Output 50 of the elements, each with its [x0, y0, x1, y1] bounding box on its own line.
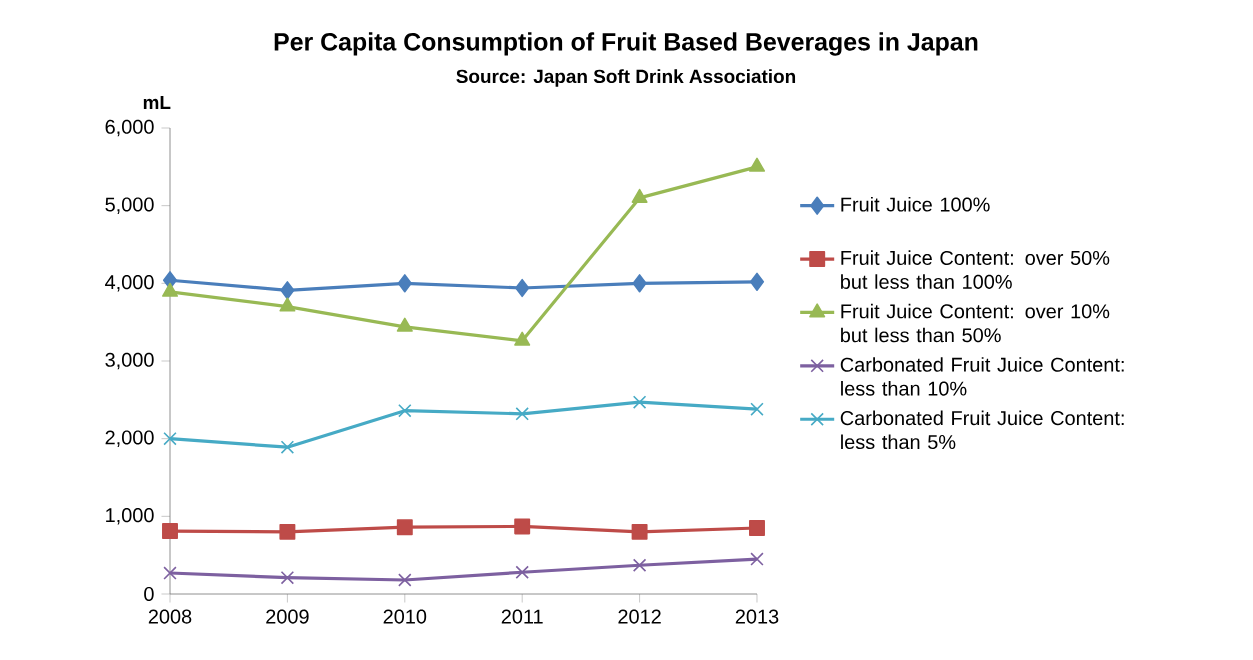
- y-tick-label: 0: [144, 586, 154, 602]
- point: [163, 566, 177, 580]
- point: [396, 519, 413, 536]
- chart-subtitle: Source: Japan Soft Drink Association: [456, 69, 796, 87]
- point: [749, 520, 765, 536]
- y-tick-label: 4,000: [105, 275, 154, 292]
- point: [514, 331, 531, 346]
- x-tick-label: 2013: [735, 609, 779, 624]
- point: [398, 573, 412, 587]
- point: [398, 403, 412, 418]
- point: [632, 274, 647, 293]
- point: [750, 552, 764, 566]
- legend-label: Fruit Juice Content: over 50% but less than 100%: [841, 250, 1110, 289]
- point: [280, 281, 295, 300]
- point: [163, 431, 177, 446]
- legend-label: Carbonated Fruit Juice Content: less than 5%: [840, 410, 1124, 450]
- point: [631, 188, 648, 203]
- x-tick-label: 2010: [383, 609, 427, 624]
- point: [749, 272, 765, 291]
- point: [515, 278, 530, 298]
- y-tick-label: 1,000: [106, 508, 154, 525]
- point: [162, 523, 178, 540]
- point: [280, 440, 295, 454]
- point: [279, 297, 296, 312]
- point: [396, 317, 413, 332]
- x-tick-label: 2012: [618, 609, 661, 624]
- point: [632, 558, 647, 572]
- chart-title: Per Capita Consumption of Fruit Based Beverages in Japan: [274, 32, 978, 56]
- y-axis-title: mL: [143, 95, 171, 109]
- point: [280, 570, 295, 585]
- point: [631, 523, 648, 540]
- point: [279, 523, 296, 540]
- legend-label: Fruit Juice 100%: [841, 196, 990, 212]
- y-tick-label: 2,000: [105, 430, 154, 447]
- point: [632, 395, 647, 409]
- point: [161, 282, 179, 297]
- y-tick-label: 5,000: [105, 197, 154, 214]
- y-tick-label: 3,000: [105, 352, 154, 370]
- point: [515, 565, 529, 579]
- y-tick-label: 6,000: [105, 119, 154, 137]
- point: [515, 407, 529, 421]
- point: [750, 402, 764, 416]
- x-tick-label: 2008: [148, 609, 192, 624]
- legend-label: Fruit Juice Content: over 10% but less than 50%: [841, 303, 1110, 343]
- point: [514, 518, 531, 535]
- point: [748, 157, 766, 172]
- x-tick-label: 2011: [501, 609, 543, 624]
- x-tick-label: 2009: [266, 609, 309, 624]
- legend-label: Carbonated Fruit Juice Content: less than 10%: [840, 357, 1124, 396]
- point: [397, 274, 412, 293]
